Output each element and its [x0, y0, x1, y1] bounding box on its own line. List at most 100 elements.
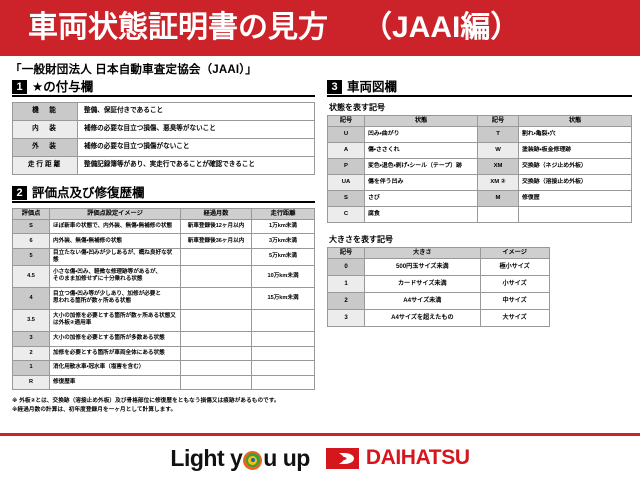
- score-col-header: 評価点設定イメージ: [48, 208, 182, 220]
- left-column: 1 ★の付与欄 機 能 整備、保証付きであること 内 装 補修の必要な目立つ損傷…: [8, 80, 316, 480]
- star-row-value: 整備記録簿等があり、実走行であることが確認できること: [76, 156, 316, 175]
- state-table-body: U 凹み・曲がり T 割れ・亀裂・穴 A 傷・ささくれ W 塗装跡・板金修理跡 P 変色・退色・剥…: [327, 125, 632, 223]
- score-value: 3: [12, 330, 50, 347]
- score-description: 小さな傷・凹み、軽微な修理跡等があるが、 そのまま加修せずに十分乗れる状態: [48, 264, 182, 288]
- size-col-header: 記号: [327, 246, 366, 259]
- score-value: 1: [12, 360, 50, 376]
- table-header-row: 記号 状態 記号 状態: [327, 115, 632, 127]
- size-image-label: 小サイズ: [479, 274, 550, 293]
- daihatsu-logo: DAIHATSU: [325, 446, 470, 470]
- table-row: 4 目立つ傷・凹み等が少しあり、加修が必要と 思われる箇所が数ヶ所ある状態 15万km…: [12, 286, 316, 310]
- state-description: 交換跡（溶接止め外板）: [518, 173, 632, 191]
- right-column: 3 車両図欄 状態を表す記号 記号 状態 記号 状態 U 凹み・曲がり T 割れ・亀裂…: [325, 80, 632, 480]
- score-months: 新車登録後12ヶ月以内: [180, 218, 253, 235]
- score-months: [180, 264, 253, 288]
- footer-red-rule: [0, 433, 640, 436]
- state-col-header: 記号: [327, 115, 366, 127]
- score-value: 4.5: [12, 264, 50, 288]
- score-description: 内外装、無傷・無補修の状態: [48, 233, 182, 249]
- table-row: U 凹み・曲がり T 割れ・亀裂・穴: [327, 125, 632, 143]
- state-symbol: C: [327, 205, 366, 223]
- score-distance: 10万km未満: [251, 264, 316, 288]
- table-row: S さび M 修復歴: [327, 189, 632, 207]
- table-row: P 変色・退色・剥げ・シール（テープ）跡 XM 交換跡（ネジ止め外板）: [327, 157, 632, 175]
- score-months: [180, 345, 253, 362]
- score-distance: 1万km未満: [251, 218, 316, 235]
- state-description: 変色・退色・剥げ・シール（テープ）跡: [364, 157, 478, 175]
- state-description: 交換跡（ネジ止め外板）: [518, 157, 632, 175]
- table-row: 2 加修を必要とする箇所が車両全体にある状態: [12, 345, 316, 362]
- table-row: 3 A4サイズを超えたもの 大サイズ: [327, 308, 550, 327]
- table-header-row: 評価点 評価点設定イメージ 経過月数 走行距離: [12, 208, 316, 220]
- score-description: 大小の加修を必要とする箇所が数ヶ所ある状態又 は外板②適用車: [48, 308, 182, 332]
- score-table-body: S ほぼ新車の状態で、内外装、無傷・無補修の状態 新車登録後12ヶ月以内 1万km未満…: [12, 218, 316, 391]
- tagline-post: u up: [263, 444, 310, 471]
- footer-content: Light y u up DAIHATSU: [0, 436, 640, 480]
- star-row-value: 整備、保証付きであること: [76, 102, 316, 121]
- tagline-light-you-up: Light y u up: [170, 444, 310, 472]
- state-symbol: W: [477, 141, 519, 159]
- score-months: [180, 360, 253, 376]
- section-star-award: 1 ★の付与欄 機 能 整備、保証付きであること 内 装 補修の必要な目立つ損傷…: [12, 80, 316, 175]
- score-value: 3.5: [12, 308, 50, 332]
- score-value: 6: [12, 233, 50, 249]
- state-symbol: A: [327, 141, 366, 159]
- score-distance: [251, 360, 316, 376]
- state-symbol: S: [327, 189, 366, 207]
- section-2-badge: 2: [12, 186, 27, 200]
- state-description: 傷・ささくれ: [364, 141, 478, 159]
- score-months: [180, 374, 253, 391]
- table-row: UA 傷を伴う凹み XM ② 交換跡（溶接止め外板）: [327, 173, 632, 191]
- score-distance: [251, 345, 316, 362]
- star-row-label: 走行距離: [12, 156, 78, 175]
- size-image-label: 大サイズ: [479, 308, 550, 327]
- state-description: 塗装跡・板金修理跡: [518, 141, 632, 159]
- table-row: 6 内外装、無傷・無補修の状態 新車登録後36ヶ月以内 3万km未満: [12, 233, 316, 249]
- content-columns: 1 ★の付与欄 機 能 整備、保証付きであること 内 装 補修の必要な目立つ損傷…: [0, 80, 640, 480]
- star-award-table: 機 能 整備、保証付きであること 内 装 補修の必要な目立つ損傷、悪臭等がないこ…: [12, 102, 316, 175]
- daihatsu-wordmark: DAIHATSU: [365, 446, 470, 469]
- section-score-history: 2 評価点及び修復歴欄 評価点 評価点設定イメージ 経過月数 走行距離 S ほぼ新…: [12, 186, 316, 415]
- table-row: S ほぼ新車の状態で、内外装、無傷・無補修の状態 新車登録後12ヶ月以内 1万km未満: [12, 218, 316, 235]
- state-description: 傷を伴う凹み: [364, 173, 478, 191]
- table-row: 走行距離 整備記録簿等があり、実走行であることが確認できること: [12, 156, 316, 175]
- state-symbol: P: [327, 157, 366, 175]
- score-description: 目立たない傷・凹みが少しあるが、概ね良好な状態: [48, 247, 182, 266]
- daihatsu-mark-icon: [325, 447, 359, 469]
- table-row: 4.5 小さな傷・凹み、軽微な修理跡等があるが、 そのまま加修せずに十分乗れる状態 1…: [12, 264, 316, 288]
- size-label: A4サイズを超えたもの: [364, 308, 481, 327]
- score-months: 新車登録後36ヶ月以内: [180, 233, 253, 249]
- table-row: 1 カードサイズ未満 小サイズ: [327, 274, 550, 293]
- star-row-value: 補修の必要な目立つ損傷、悪臭等がないこと: [76, 120, 316, 139]
- state-col-header: 状態: [518, 115, 632, 127]
- rings-o-icon: [243, 450, 263, 470]
- star-row-label: 外 装: [12, 138, 78, 157]
- footnotes: ※ 外板②とは、交換跡（溶接止め外板）及び骨格部位に修復歴をともなう損傷又は痕跡…: [12, 397, 315, 414]
- table-row: 3.5 大小の加修を必要とする箇所が数ヶ所ある状態又 は外板②適用車: [12, 308, 316, 332]
- table-row: 0 500円玉サイズ未満 極小サイズ: [327, 257, 550, 276]
- size-label: A4サイズ未満: [364, 291, 481, 310]
- size-col-header: 大きさ: [364, 246, 481, 259]
- score-months: [180, 286, 253, 310]
- score-table: 評価点 評価点設定イメージ 経過月数 走行距離 S ほぼ新車の状態で、内外装、無傷…: [12, 208, 316, 391]
- footnote-1: ※ 外板②とは、交換跡（溶接止め外板）及び骨格部位に修復歴をともなう損傷又は痕跡…: [12, 398, 280, 405]
- state-col-header: 記号: [477, 115, 519, 127]
- subtitle: 「一般財団法人 日本自動車査定協会（JAAI）」: [10, 64, 257, 76]
- size-symbol: 3: [327, 308, 366, 327]
- section-vehicle-diagram: 3 車両図欄 状態を表す記号 記号 状態 記号 状態 U 凹み・曲がり T 割れ・亀裂…: [327, 80, 632, 327]
- state-symbol: XM ②: [477, 173, 519, 191]
- state-symbol: [477, 205, 519, 223]
- size-label: 500円玉サイズ未満: [364, 257, 481, 276]
- state-description: [518, 205, 632, 223]
- score-distance: [251, 330, 316, 347]
- score-description: 目立つ傷・凹み等が少しあり、加修が必要と 思われる箇所が数ヶ所ある状態: [48, 286, 182, 310]
- table-row: C 腐食: [327, 205, 632, 223]
- page-title-suffix: （JAAI編）: [362, 11, 521, 44]
- table-row: 内 装 補修の必要な目立つ損傷、悪臭等がないこと: [12, 120, 316, 139]
- size-col-header: イメージ: [479, 246, 550, 259]
- page-title: 車両状態証明書の見方 （JAAI編）: [28, 13, 520, 43]
- size-symbols-caption: 大きさを表す記号: [329, 234, 394, 244]
- table-row: 5 目立たない傷・凹みが少しあるが、概ね良好な状態 5万km未満: [12, 247, 316, 266]
- score-description: 加修を必要とする箇所が車両全体にある状態: [48, 345, 182, 362]
- section-3-badge: 3: [327, 80, 343, 94]
